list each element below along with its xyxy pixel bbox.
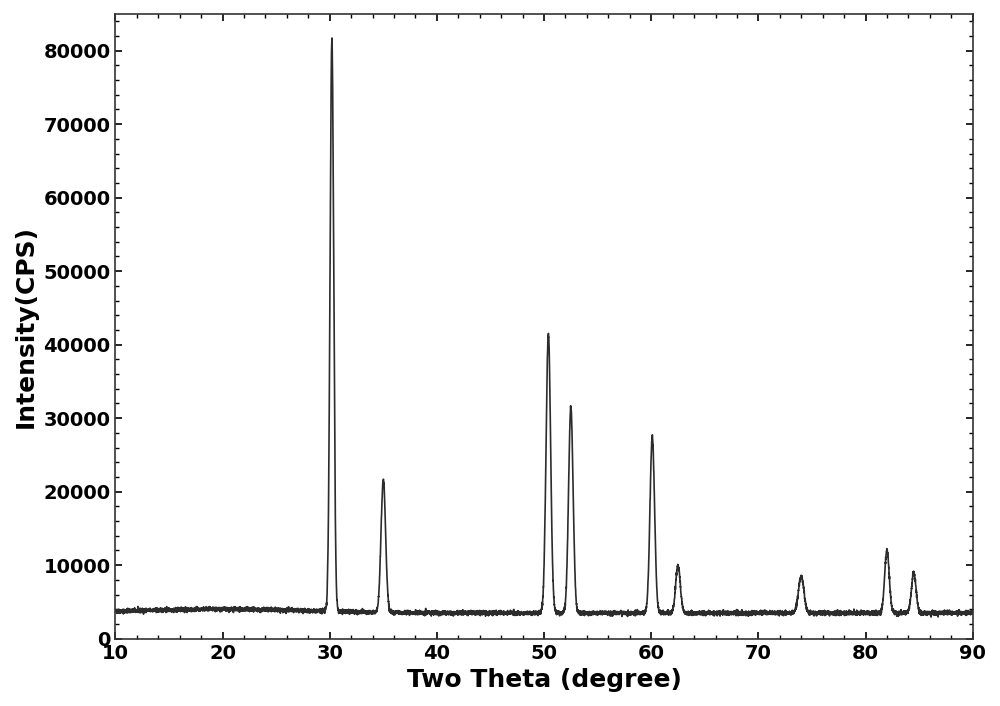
X-axis label: Two Theta (degree): Two Theta (degree) <box>407 668 681 692</box>
Y-axis label: Intensity(CPS): Intensity(CPS) <box>14 225 38 428</box>
